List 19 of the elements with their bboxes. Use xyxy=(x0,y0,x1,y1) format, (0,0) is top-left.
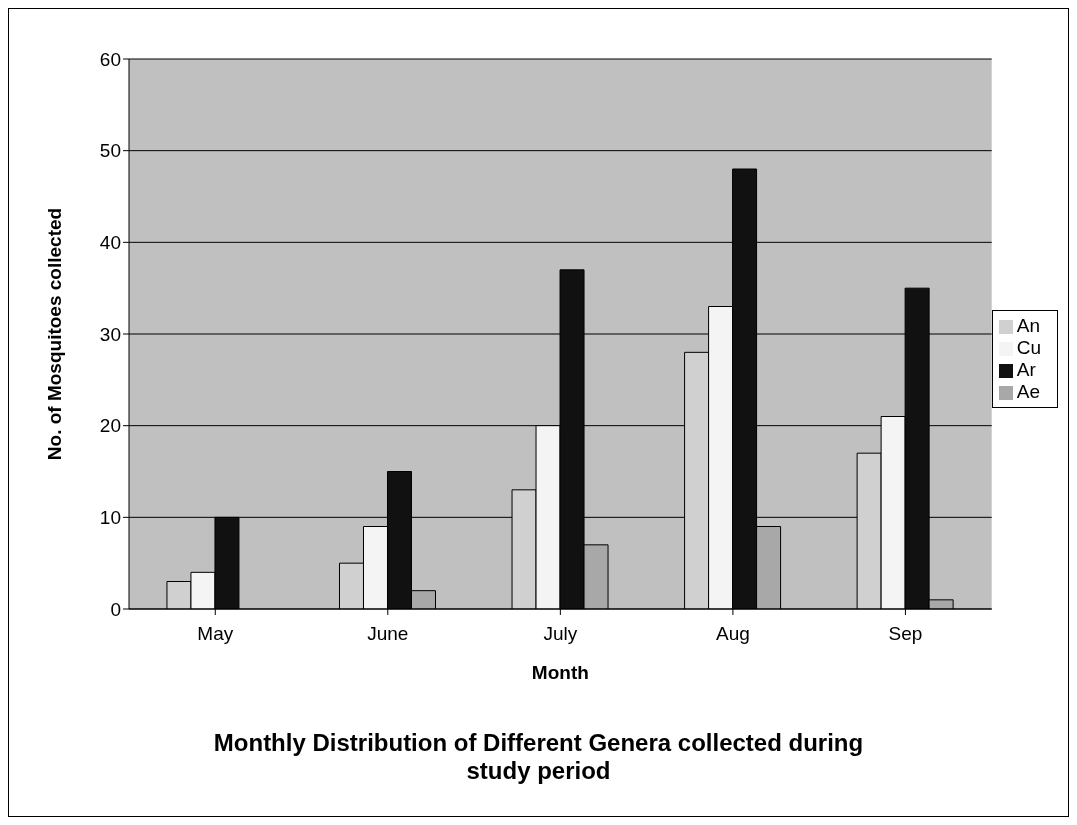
y-tick-label: 10 xyxy=(99,507,121,529)
legend-label: Ae xyxy=(1016,381,1040,402)
legend-label: Ar xyxy=(1016,359,1036,380)
y-axis-title: No. of Mosquitoes collected xyxy=(43,207,65,461)
x-tick-label: July xyxy=(543,623,578,645)
x-axis-title: Month xyxy=(531,662,589,683)
x-tick-label: Sep xyxy=(888,623,923,645)
text: Monthly Distribution of Different Genera collected during study period xyxy=(212,729,865,785)
y-tick-label: 50 xyxy=(99,140,121,162)
y-tick-label: 30 xyxy=(99,323,121,345)
y-tick-label: 0 xyxy=(110,598,121,620)
y-tick-label: 60 xyxy=(99,48,121,70)
x-tick-label: May xyxy=(197,623,234,645)
x-tick-label: Aug xyxy=(715,623,750,645)
legend-label: Cu xyxy=(1016,337,1041,358)
y-tick-label: 40 xyxy=(99,232,121,254)
x-tick-label: June xyxy=(367,623,409,645)
legend-label: An xyxy=(1016,315,1040,336)
y-tick-label: 20 xyxy=(99,415,121,437)
